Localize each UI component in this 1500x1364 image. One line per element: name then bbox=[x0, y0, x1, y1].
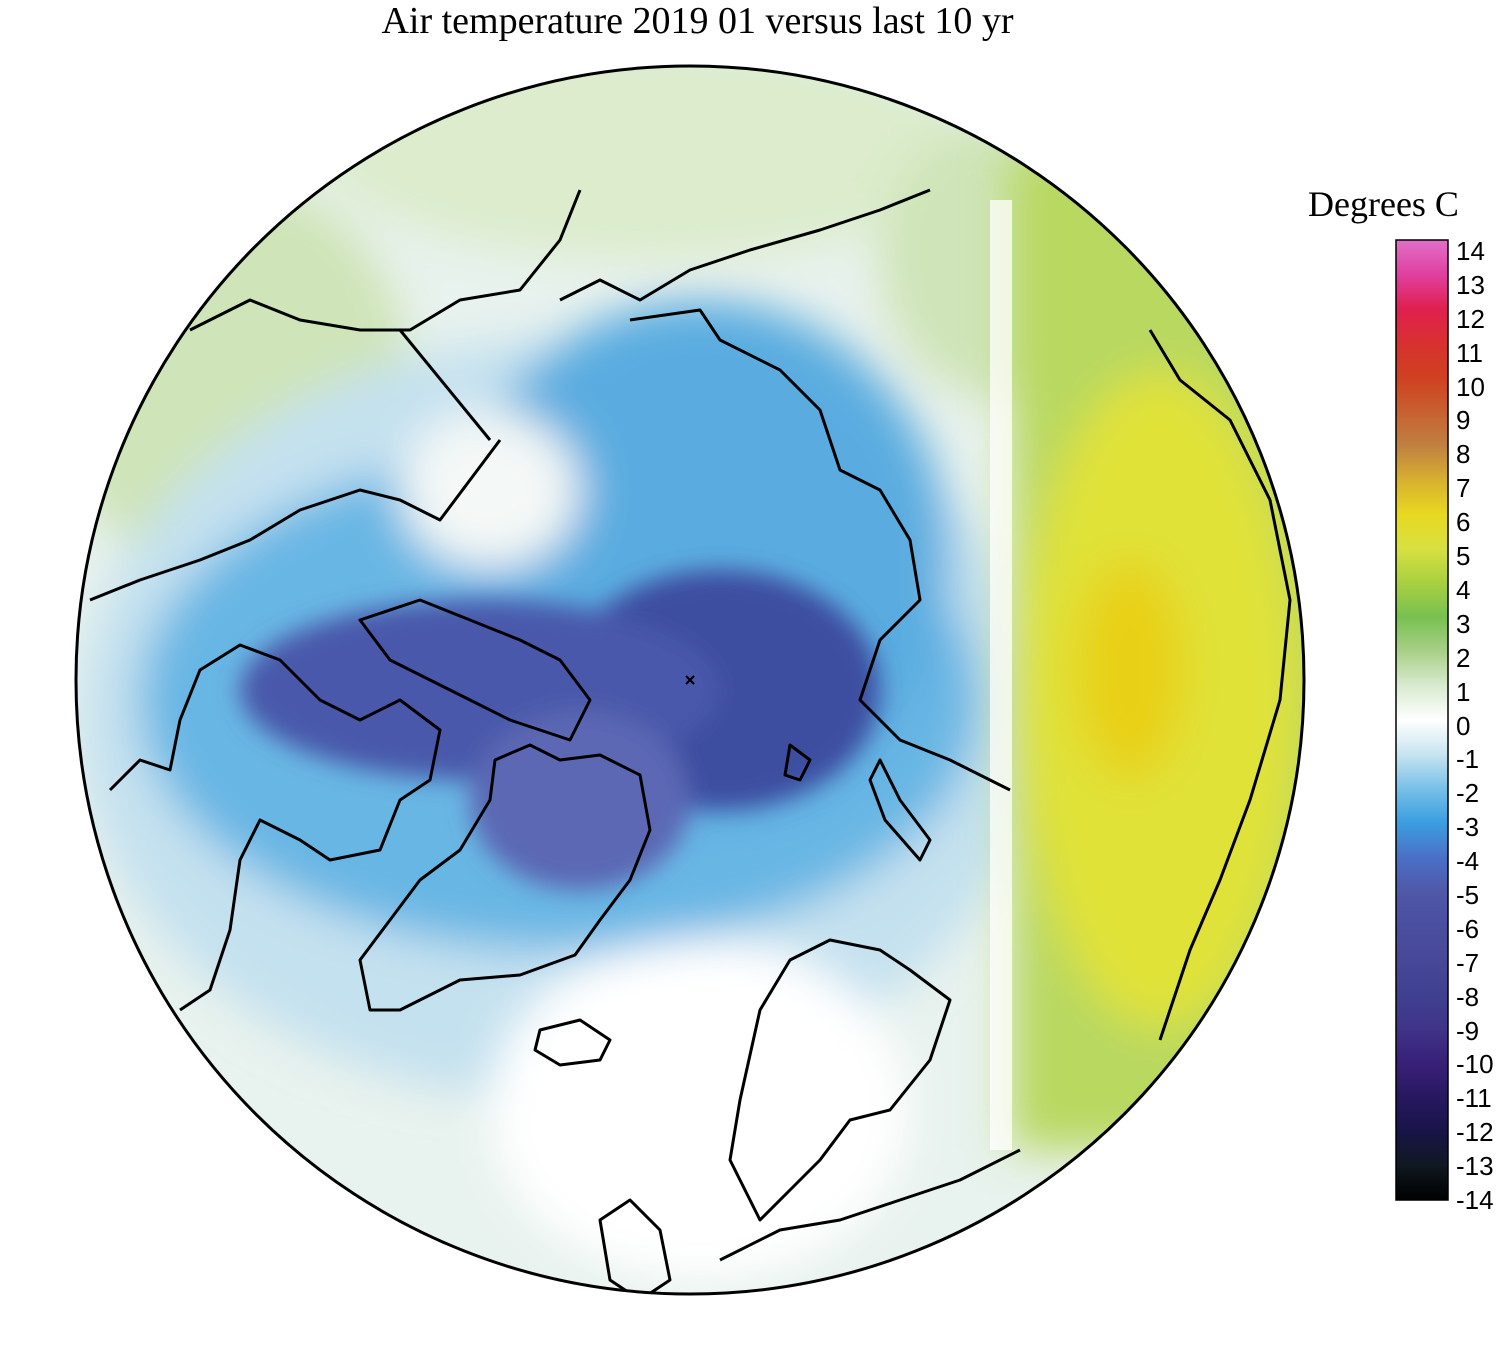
north-pole-marker bbox=[685, 675, 695, 685]
colorbar-tick-label: -13 bbox=[1456, 1151, 1494, 1182]
colorbar-tick-label: 3 bbox=[1456, 608, 1471, 639]
coast-alaska bbox=[89, 439, 502, 602]
coast-canada-islands bbox=[358, 598, 592, 742]
coast-canada bbox=[108, 643, 442, 1012]
coast-greenland bbox=[358, 743, 652, 1012]
colorbar-tick-label: -4 bbox=[1456, 846, 1480, 877]
colorbar-tick-label: -11 bbox=[1456, 1083, 1492, 1114]
colorbar-tick-label: 5 bbox=[1456, 541, 1471, 572]
anomaly-warm-peak bbox=[1075, 560, 1185, 780]
colorbar-tick-label: 4 bbox=[1456, 574, 1471, 605]
coast-svalbard bbox=[783, 743, 812, 782]
colorbar-tick-label: 8 bbox=[1456, 439, 1471, 470]
line-kamchatka bbox=[398, 329, 492, 441]
colorbar-tick-label: -14 bbox=[1456, 1185, 1494, 1215]
coast-europe bbox=[719, 1148, 1021, 1262]
coast-siberia-east bbox=[1148, 329, 1292, 1041]
coast-iceland bbox=[533, 1018, 612, 1067]
colorbar-tick-label: 6 bbox=[1456, 507, 1471, 538]
colorbar-tick-label: 1 bbox=[1456, 676, 1471, 707]
colorbar-tick-label: 11 bbox=[1456, 337, 1483, 368]
colorbar-tick-label: -9 bbox=[1456, 1015, 1480, 1046]
anomaly-purple-greenland bbox=[470, 710, 690, 890]
colorbar-tick-label: -1 bbox=[1456, 744, 1480, 775]
polar-map bbox=[74, 64, 1306, 1296]
colorbar-tick-label: 2 bbox=[1456, 642, 1471, 673]
anomaly-white-bering bbox=[400, 410, 580, 570]
colorbar-tick-label: -8 bbox=[1456, 981, 1480, 1012]
coast-chukotka bbox=[189, 189, 582, 332]
coast-novaya-zemlya bbox=[868, 758, 932, 862]
colorbar-tick-label: 14 bbox=[1456, 236, 1485, 266]
colorbar-tick-label: 10 bbox=[1456, 371, 1485, 402]
warm-edge bbox=[990, 200, 1012, 1150]
colorbar-tick-label: -3 bbox=[1456, 812, 1480, 843]
map-title: Air temperature 2019 01 versus last 10 y… bbox=[381, 0, 1014, 42]
coast-britain bbox=[598, 1198, 672, 1294]
colorbar-title: Degrees C bbox=[1308, 184, 1459, 224]
colorbar-tick-label: 9 bbox=[1456, 405, 1471, 436]
colorbar-tick-label: -5 bbox=[1456, 879, 1480, 910]
colorbar-tick-label: -2 bbox=[1456, 778, 1480, 809]
colorbar-tick-label: -10 bbox=[1456, 1049, 1494, 1080]
coast-russia bbox=[629, 308, 1011, 792]
anomaly-white-south bbox=[490, 940, 910, 1280]
colorbar-tick-label: -7 bbox=[1456, 947, 1480, 978]
coast-russia-east bbox=[559, 188, 931, 302]
colorbar-tick-label: 7 bbox=[1456, 473, 1471, 504]
map-boundary bbox=[74, 64, 1306, 1296]
colorbar-bar bbox=[1395, 239, 1449, 1201]
colorbar-tick-label: -6 bbox=[1456, 913, 1480, 944]
coastlines bbox=[89, 188, 1292, 1294]
colorbar-tick-label: -12 bbox=[1456, 1117, 1494, 1148]
coast-scandinavia bbox=[728, 938, 952, 1222]
colorbar-tick-label: 12 bbox=[1456, 303, 1485, 334]
colorbar-tick-label: 13 bbox=[1456, 269, 1485, 300]
colorbar-tick-label: 0 bbox=[1456, 710, 1471, 741]
